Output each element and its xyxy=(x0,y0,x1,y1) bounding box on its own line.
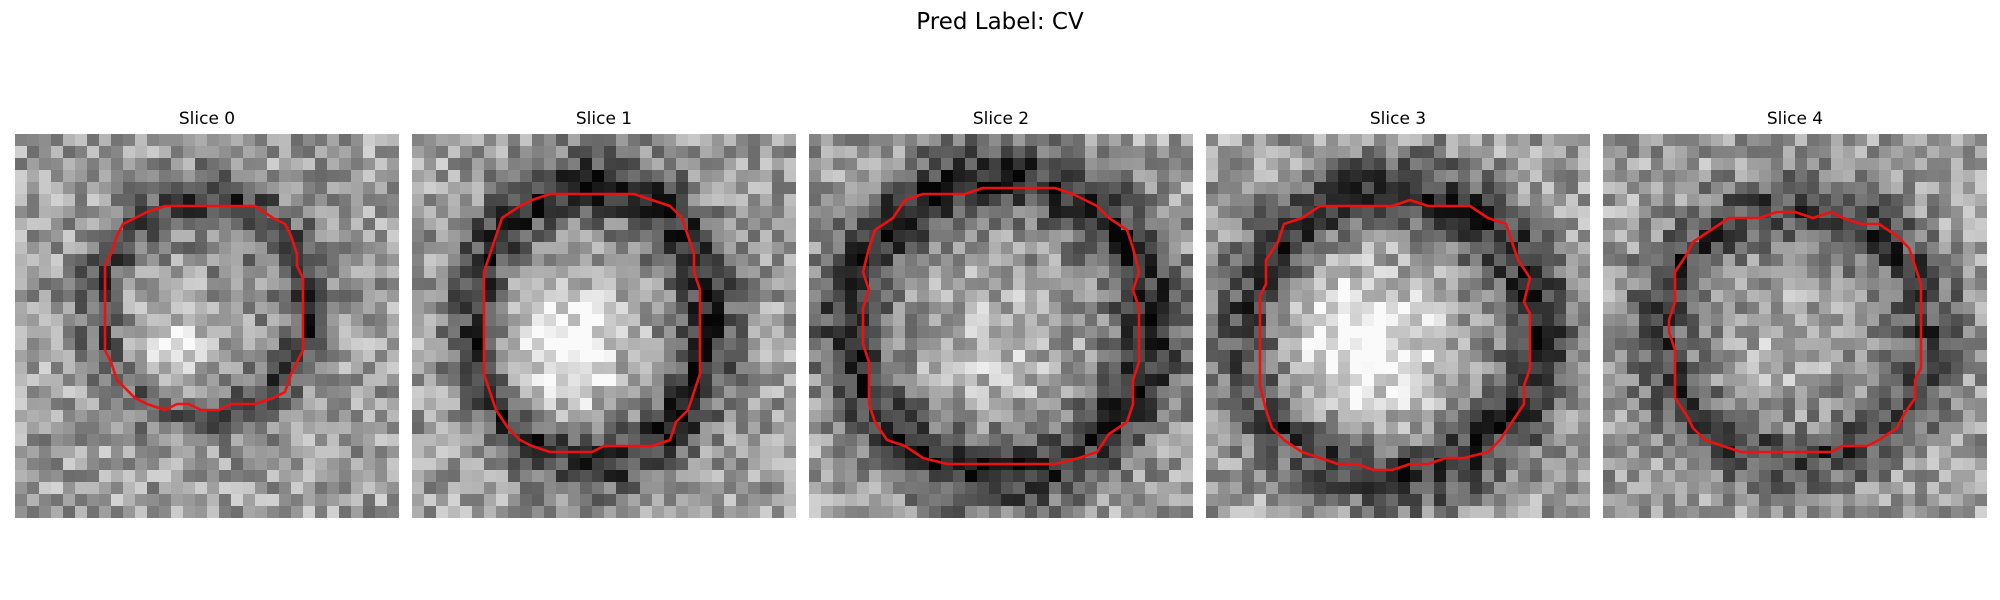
slice-title-0: Slice 0 xyxy=(178,109,236,129)
slice-image-1 xyxy=(412,134,796,518)
slice-image-4 xyxy=(1603,134,1987,518)
slice-title-4: Slice 4 xyxy=(1766,109,1824,129)
slice-panel-4: Slice 4 xyxy=(1603,108,1987,518)
figure-title: Pred Label: CV xyxy=(916,9,1084,35)
slice-panel-0: Slice 0 xyxy=(15,108,399,518)
slice-title-3: Slice 3 xyxy=(1369,109,1427,129)
slice-title-2: Slice 2 xyxy=(972,109,1030,129)
slice-image-0 xyxy=(15,134,399,518)
slice-image-2 xyxy=(809,134,1193,518)
contour-outline xyxy=(482,192,702,454)
slice-title-1: Slice 1 xyxy=(575,109,633,129)
contour-outline xyxy=(103,204,305,412)
slice-panel-1: Slice 1 xyxy=(412,108,796,518)
contour-outline xyxy=(1667,210,1923,454)
contour-outline xyxy=(1258,198,1532,472)
slice-panel-2: Slice 2 xyxy=(809,108,1193,518)
contour-outline xyxy=(861,186,1141,466)
slice-image-3 xyxy=(1206,134,1590,518)
slice-panel-3: Slice 3 xyxy=(1206,108,1590,518)
